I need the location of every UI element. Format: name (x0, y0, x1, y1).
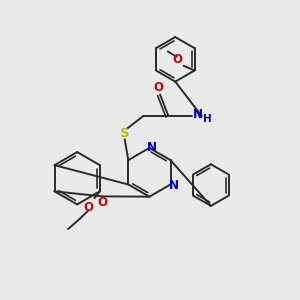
Text: N: N (193, 107, 202, 121)
Text: O: O (97, 196, 107, 209)
Text: O: O (154, 81, 164, 94)
Text: N: N (169, 178, 178, 192)
Text: N: N (146, 141, 157, 154)
Text: S: S (120, 128, 130, 140)
Text: H: H (203, 114, 212, 124)
Text: O: O (83, 202, 94, 214)
Text: O: O (172, 53, 183, 66)
